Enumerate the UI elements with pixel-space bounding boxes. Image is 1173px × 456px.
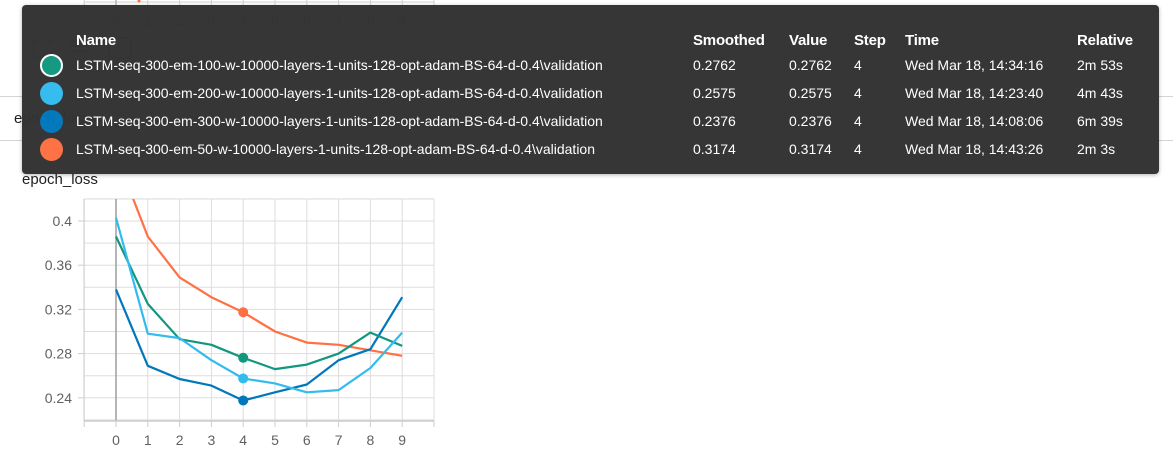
hover-point bbox=[238, 352, 249, 363]
run-step: 4 bbox=[854, 57, 862, 73]
run-relative: 2m 53s bbox=[1077, 57, 1123, 73]
run-name: LSTM-seq-300-em-200-w-10000-layers-1-uni… bbox=[76, 85, 603, 101]
run-name: LSTM-seq-300-em-300-w-10000-layers-1-uni… bbox=[76, 113, 603, 129]
x-tick-label: 2 bbox=[176, 432, 184, 448]
tooltip-row: LSTM-seq-300-em-100-w-10000-layers-1-uni… bbox=[36, 51, 1141, 79]
y-tick-label: 0.32 bbox=[45, 301, 72, 317]
header-smoothed: Smoothed bbox=[693, 31, 765, 49]
run-smoothed: 0.2376 bbox=[693, 113, 736, 129]
run-time: Wed Mar 18, 14:23:40 bbox=[905, 85, 1044, 101]
x-tick-label: 4 bbox=[239, 432, 247, 448]
x-tick-label: 3 bbox=[208, 432, 216, 448]
run-color-swatch bbox=[40, 109, 63, 133]
hover-point bbox=[238, 373, 249, 384]
y-tick-label: 0.36 bbox=[45, 257, 72, 273]
x-tick-label: 5 bbox=[271, 432, 279, 448]
tooltip-row: LSTM-seq-300-em-200-w-10000-layers-1-uni… bbox=[36, 79, 1141, 107]
series-line[interactable] bbox=[114, 289, 404, 402]
run-relative: 2m 3s bbox=[1077, 141, 1116, 157]
plot-area[interactable]: 0.24 0.28 0.32 0.36 0.4 0 1 2 3 4 5 6 7 8 9 bbox=[45, 155, 435, 448]
run-time: Wed Mar 18, 14:08:06 bbox=[905, 113, 1044, 129]
header-name: Name bbox=[76, 31, 117, 49]
run-color-swatch bbox=[40, 53, 63, 77]
x-tick-label: 8 bbox=[367, 432, 375, 448]
run-step: 4 bbox=[854, 113, 862, 129]
run-time: Wed Mar 18, 14:43:26 bbox=[905, 141, 1044, 157]
run-name: LSTM-seq-300-em-50-w-10000-layers-1-unit… bbox=[76, 141, 596, 157]
header-step: Step bbox=[854, 31, 886, 49]
x-tick-label: 7 bbox=[335, 432, 343, 448]
run-color-swatch bbox=[40, 137, 63, 161]
tooltip-row: LSTM-seq-300-em-50-w-10000-layers-1-unit… bbox=[36, 135, 1141, 163]
series-line[interactable] bbox=[115, 236, 403, 371]
header-time: Time bbox=[905, 31, 939, 49]
y-tick-label: 0.24 bbox=[45, 390, 72, 406]
run-value: 0.2575 bbox=[789, 85, 832, 101]
run-value: 0.2376 bbox=[789, 113, 832, 129]
y-tick-label: 0.4 bbox=[53, 213, 73, 229]
x-tick-label: 9 bbox=[398, 432, 406, 448]
run-smoothed: 0.3174 bbox=[693, 141, 736, 157]
run-smoothed: 0.2575 bbox=[693, 85, 736, 101]
tooltip-header-row: Name Smoothed Value Step Time Relative bbox=[36, 29, 1141, 51]
tooltip-row: LSTM-seq-300-em-300-w-10000-layers-1-uni… bbox=[36, 107, 1141, 135]
series-line[interactable] bbox=[116, 155, 403, 357]
hover-point bbox=[238, 307, 249, 318]
x-tick-label: 0 bbox=[112, 432, 120, 448]
header-swatch bbox=[36, 29, 76, 51]
tooltip-table: Name Smoothed Value Step Time Relative L… bbox=[36, 29, 1141, 163]
run-name: LSTM-seq-300-em-100-w-10000-layers-1-uni… bbox=[76, 57, 603, 73]
run-step: 4 bbox=[854, 141, 862, 157]
run-step: 4 bbox=[854, 85, 862, 101]
run-color-swatch bbox=[40, 81, 63, 105]
header-value: Value bbox=[789, 31, 828, 49]
chart-title: epoch_loss bbox=[22, 171, 98, 188]
y-tick-label: 0.28 bbox=[45, 346, 72, 362]
run-relative: 6m 39s bbox=[1077, 113, 1123, 129]
x-tick-label: 6 bbox=[303, 432, 311, 448]
run-time: Wed Mar 18, 14:34:16 bbox=[905, 57, 1044, 73]
series-line[interactable] bbox=[114, 217, 404, 394]
run-value: 0.3174 bbox=[789, 141, 832, 157]
x-tick-label: 1 bbox=[144, 432, 152, 448]
hover-tooltip: Name Smoothed Value Step Time Relative L… bbox=[22, 5, 1159, 174]
hover-point bbox=[238, 395, 249, 406]
run-value: 0.2762 bbox=[789, 57, 832, 73]
run-smoothed: 0.2762 bbox=[693, 57, 736, 73]
run-relative: 4m 43s bbox=[1077, 85, 1123, 101]
header-relative: Relative bbox=[1077, 31, 1133, 49]
